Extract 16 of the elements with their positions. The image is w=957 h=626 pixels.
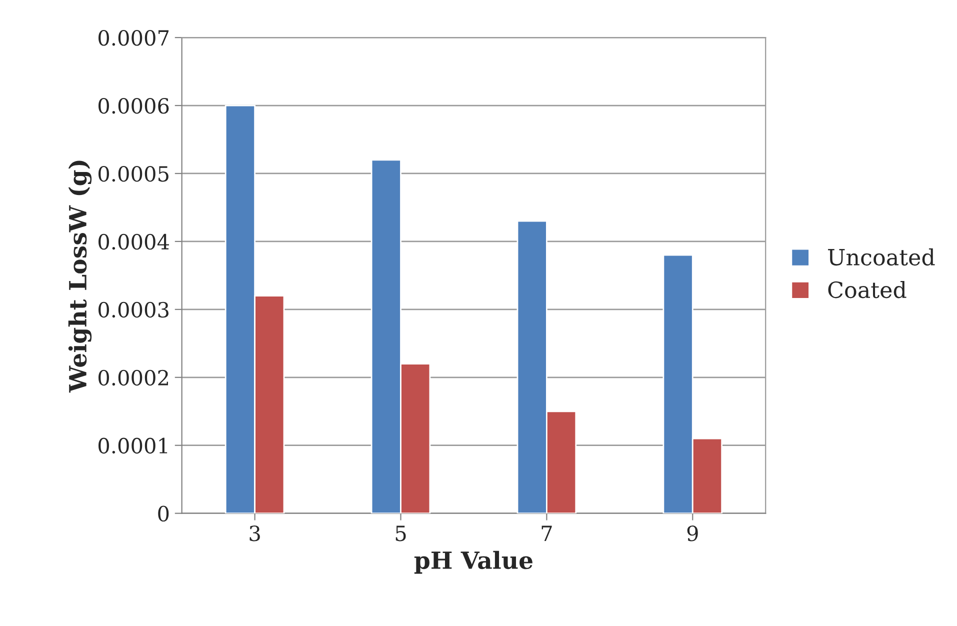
y-tick-label: 0.0001 bbox=[98, 438, 168, 454]
legend-label: Uncoated bbox=[828, 248, 935, 266]
y-tick-label: 0.0002 bbox=[98, 370, 168, 386]
y-axis-title: Weight LossW (g) bbox=[68, 160, 92, 393]
x-axis-title: pH Value bbox=[414, 550, 532, 574]
x-tick-label: 3 bbox=[250, 525, 260, 542]
y-tick-label: 0.0004 bbox=[98, 234, 169, 250]
y-tick-label: 0.0003 bbox=[98, 302, 168, 318]
y-tick-label: 0.0007 bbox=[98, 30, 169, 46]
x-tick-label: 5 bbox=[396, 526, 406, 542]
x-tick-label: 7 bbox=[542, 526, 552, 541]
legend-label: Coated bbox=[828, 280, 906, 298]
y-tick-label: 0.0006 bbox=[98, 98, 169, 114]
x-tick-label: 9 bbox=[687, 525, 698, 542]
y-tick-label: 0.0005 bbox=[98, 166, 168, 182]
y-tick-label: 0 bbox=[158, 506, 169, 522]
